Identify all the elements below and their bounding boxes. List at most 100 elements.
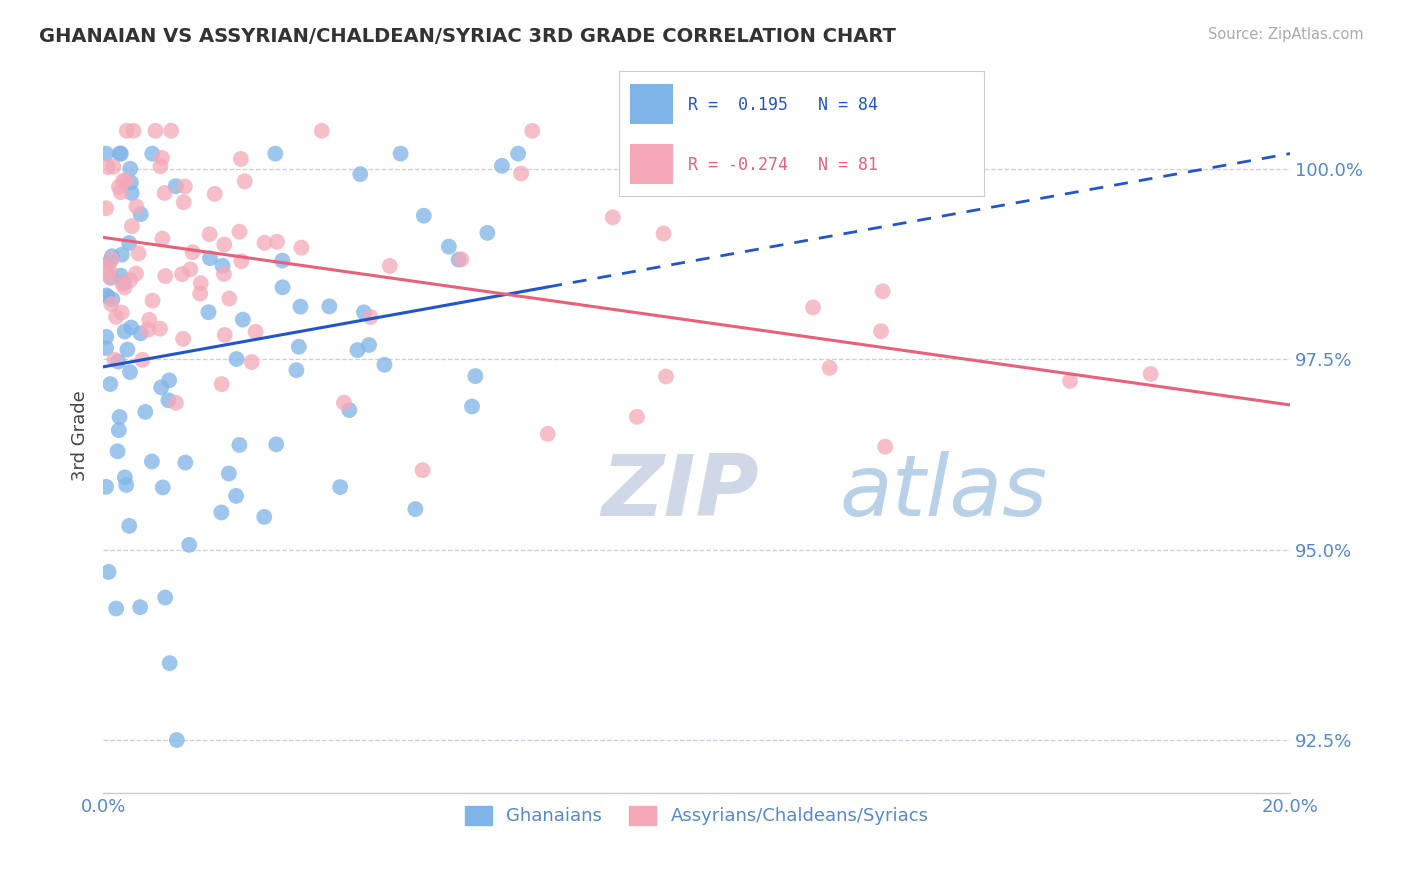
Point <box>114 470 136 484</box>
Point <box>138 312 160 326</box>
Point <box>412 209 434 223</box>
Point <box>108 409 131 424</box>
Point <box>121 186 143 200</box>
Point <box>149 321 172 335</box>
Point <box>165 396 187 410</box>
Point <box>115 478 138 492</box>
Point <box>118 519 141 533</box>
Point <box>105 601 128 615</box>
Point <box>101 292 124 306</box>
Point <box>179 538 201 552</box>
Point <box>107 444 129 458</box>
Point <box>1059 374 1081 388</box>
Point <box>477 226 499 240</box>
Point <box>266 235 288 249</box>
Point <box>461 400 484 414</box>
Point <box>404 502 426 516</box>
Point <box>197 305 219 319</box>
Point <box>152 231 174 245</box>
Point <box>506 146 529 161</box>
Point <box>179 262 201 277</box>
Point <box>211 377 233 392</box>
Point <box>181 245 204 260</box>
Point <box>131 352 153 367</box>
Point <box>346 343 368 357</box>
Point <box>96 288 118 302</box>
Point <box>129 207 152 221</box>
Point <box>204 186 226 201</box>
Point <box>228 225 250 239</box>
Point <box>209 505 232 519</box>
Point <box>173 195 195 210</box>
Point <box>373 358 395 372</box>
Legend: Ghanaians, Assyrians/Chaldeans/Syriacs: Ghanaians, Assyrians/Chaldeans/Syriacs <box>456 797 938 834</box>
Point <box>170 267 193 281</box>
Point <box>225 351 247 366</box>
Point <box>155 268 177 283</box>
Point <box>801 301 824 315</box>
Point <box>212 267 235 281</box>
Point <box>875 440 897 454</box>
Point <box>100 270 122 285</box>
Point <box>218 292 240 306</box>
Point <box>96 330 118 344</box>
Y-axis label: 3rd Grade: 3rd Grade <box>72 390 89 481</box>
Point <box>152 480 174 494</box>
Point <box>110 268 132 283</box>
Point <box>153 186 176 200</box>
Point <box>108 180 131 194</box>
Point <box>118 273 141 287</box>
Point <box>165 179 187 194</box>
Point <box>389 146 412 161</box>
Point <box>118 235 141 250</box>
Point <box>94 341 117 355</box>
Point <box>190 277 212 291</box>
Point <box>1139 367 1161 381</box>
Point <box>141 146 163 161</box>
Point <box>240 355 263 369</box>
Point <box>214 328 236 343</box>
Point <box>105 310 128 324</box>
Point <box>271 253 294 268</box>
Point <box>103 352 125 367</box>
Point <box>349 167 371 181</box>
Point <box>870 324 893 338</box>
Point <box>510 167 533 181</box>
Text: GHANAIAN VS ASSYRIAN/CHALDEAN/SYRIAC 3RD GRADE CORRELATION CHART: GHANAIAN VS ASSYRIAN/CHALDEAN/SYRIAC 3RD… <box>39 27 896 45</box>
Point <box>94 201 117 215</box>
Point <box>111 247 134 261</box>
Point <box>122 124 145 138</box>
Point <box>229 152 252 166</box>
Point <box>120 161 142 176</box>
Point <box>98 270 121 285</box>
Point <box>288 340 311 354</box>
Point <box>149 159 172 173</box>
Text: ZIP: ZIP <box>602 451 759 534</box>
Point <box>120 176 142 190</box>
Point <box>101 252 124 267</box>
Point <box>157 373 180 387</box>
Point <box>114 325 136 339</box>
Text: R =  0.195   N = 84: R = 0.195 N = 84 <box>688 96 879 114</box>
Point <box>491 159 513 173</box>
Point <box>117 343 139 357</box>
Point <box>290 300 312 314</box>
Point <box>818 360 841 375</box>
Point <box>329 480 352 494</box>
Point <box>128 246 150 260</box>
Point <box>100 297 122 311</box>
Point <box>125 267 148 281</box>
Point <box>211 259 233 273</box>
Point <box>166 733 188 747</box>
Point <box>626 409 648 424</box>
Point <box>103 160 125 174</box>
Point <box>121 219 143 233</box>
Point <box>129 326 152 341</box>
Point <box>245 325 267 339</box>
Point <box>160 124 183 138</box>
Point <box>172 332 194 346</box>
Point <box>198 251 221 265</box>
Point <box>290 241 312 255</box>
Point <box>198 227 221 242</box>
Bar <box>630 144 673 184</box>
